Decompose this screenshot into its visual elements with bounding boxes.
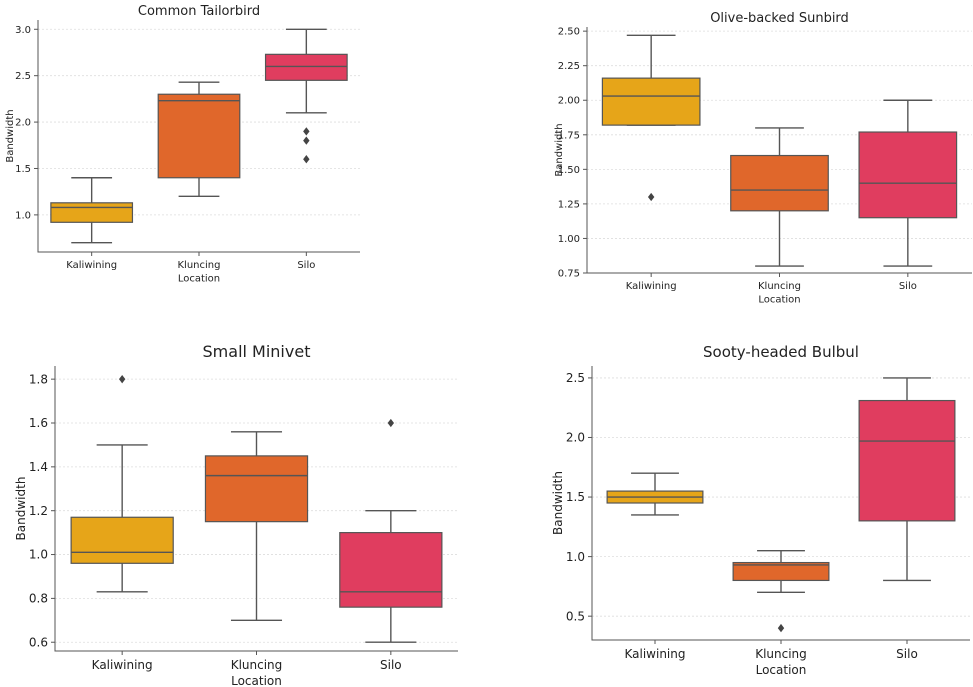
box-silo [264, 28, 348, 164]
outlier-point [647, 192, 655, 202]
box-kluncing [204, 431, 309, 622]
x-tick-label: Silo [380, 658, 402, 672]
outlier-point [303, 155, 310, 164]
chart-title: Sooty-headed Bulbul [703, 343, 859, 361]
x-axis-label: Location [758, 295, 800, 306]
iqr-box [157, 93, 241, 179]
chart-title: Common Tailorbird [138, 4, 260, 19]
y-tick-label: 3.0 [15, 25, 31, 36]
axis-spines [37, 20, 360, 253]
y-tick-label: 1.0 [15, 210, 31, 221]
y-tick-label: 2.0 [566, 431, 585, 445]
y-tick-label: 1.5 [15, 164, 31, 175]
y-tick-label: 1.0 [29, 548, 48, 562]
y-tick-label: 1.75 [558, 130, 580, 141]
chart-panel-2: 0.75 1.00 1.25 1.50 1.75 2.00 2.25 2.50 Kaliwini… [554, 11, 972, 306]
chart-panel-3: 0.6 0.8 1.0 1.2 1.4 1.6 1.8 Kaliwining Kluncing S… [14, 342, 458, 687]
y-tick-label: 2.25 [558, 61, 580, 72]
x-axis-label: Location [756, 663, 807, 677]
box-kluncing [732, 549, 830, 633]
x-tick-label: Kaliwining [626, 281, 677, 292]
axis-spines [54, 366, 458, 652]
x-tick-label: Kaliwining [66, 260, 117, 271]
box-kaliwining [70, 374, 174, 593]
y-tick-label: 1.2 [29, 504, 48, 518]
x-tick-label: Kluncing [231, 658, 283, 672]
y-tick-label: 1.4 [29, 460, 48, 474]
y-tick-label: 2.0 [15, 118, 31, 129]
outlier-point [777, 623, 785, 633]
y-tick-label: 2.00 [558, 96, 580, 107]
y-tick-label: 2.5 [15, 71, 31, 82]
y-axis-label: Bandwidth [5, 109, 16, 162]
y-tick-label: 2.50 [558, 27, 580, 38]
chart-panel-4: 0.5 1.0 1.5 2.0 2.5 Kaliwining Kluncing Silo Loc… [551, 343, 970, 677]
outlier-point [118, 374, 126, 384]
outlier-point [303, 136, 310, 145]
x-tick-label: Kaliwining [625, 647, 686, 661]
box-kaliwining [606, 472, 704, 516]
chart-title: Olive-backed Sunbird [710, 11, 849, 26]
x-axis-label: Location [178, 274, 220, 285]
x-tick-label: Kluncing [755, 647, 807, 661]
box-kaliwining [601, 34, 701, 202]
iqr-box [858, 131, 958, 219]
y-tick-label: 1.00 [558, 234, 580, 245]
chart-panel-1: 1.0 1.5 2.0 2.5 3.0 Kaliwining Kluncing Silo Loc… [5, 4, 360, 285]
chart-title: Small Minivet [203, 342, 311, 361]
box-kaliwining [50, 177, 134, 244]
y-tick-label: 1.0 [566, 550, 585, 564]
box-silo [858, 99, 958, 267]
x-tick-label: Silo [896, 647, 918, 661]
iqr-box [601, 77, 701, 126]
x-tick-label: Silo [899, 281, 917, 292]
y-tick-label: 1.5 [566, 490, 585, 504]
iqr-box [339, 532, 443, 608]
x-tick-label: Kluncing [758, 281, 801, 292]
iqr-box [70, 516, 174, 564]
iqr-box [732, 561, 830, 582]
iqr-box [264, 53, 348, 81]
y-tick-label: 1.50 [558, 165, 580, 176]
box-kluncing [730, 127, 829, 267]
outlier-point [303, 127, 310, 136]
y-tick-label: 1.25 [558, 199, 580, 210]
iqr-box [204, 455, 309, 523]
iqr-box [50, 202, 134, 223]
y-axis-label: Bandwidth [551, 471, 565, 535]
y-tick-label: 2.5 [566, 371, 585, 385]
y-tick-label: 0.5 [566, 609, 585, 623]
box-kluncing [157, 81, 241, 198]
axis-spines [591, 366, 970, 641]
x-tick-label: Silo [297, 260, 315, 271]
y-tick-label: 1.8 [29, 372, 48, 386]
box-silo [858, 377, 956, 582]
x-axis-label: Location [231, 674, 282, 687]
box-silo [339, 418, 443, 643]
x-tick-label: Kaliwining [92, 658, 153, 672]
iqr-box [730, 154, 829, 212]
y-axis-label: Bandwidth [554, 123, 565, 176]
y-tick-label: 1.6 [29, 416, 48, 430]
iqr-box [858, 399, 956, 522]
y-tick-label: 0.8 [29, 592, 48, 606]
y-axis-label: Bandwidth [14, 477, 28, 541]
x-tick-label: Kluncing [178, 260, 221, 271]
y-tick-label: 0.75 [558, 269, 580, 280]
y-tick-label: 0.6 [29, 635, 48, 649]
axis-spines [586, 27, 972, 274]
outlier-point [387, 418, 395, 428]
